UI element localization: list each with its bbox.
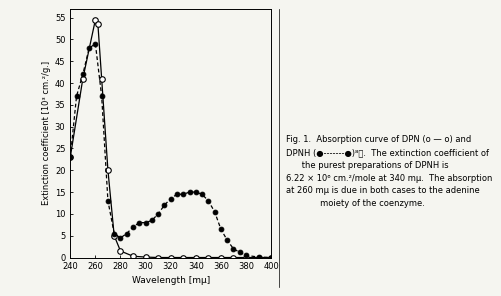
Y-axis label: Extinction coefficient [10³ cm.²/g.]: Extinction coefficient [10³ cm.²/g.] <box>42 61 51 205</box>
Text: Fig. 1.  Absorption curve of DPN (o — o) and
DPNH (●-------●)⁸⧩.  The extinction: Fig. 1. Absorption curve of DPN (o — o) … <box>285 135 491 208</box>
X-axis label: Wavelength [mμ]: Wavelength [mμ] <box>131 276 209 284</box>
